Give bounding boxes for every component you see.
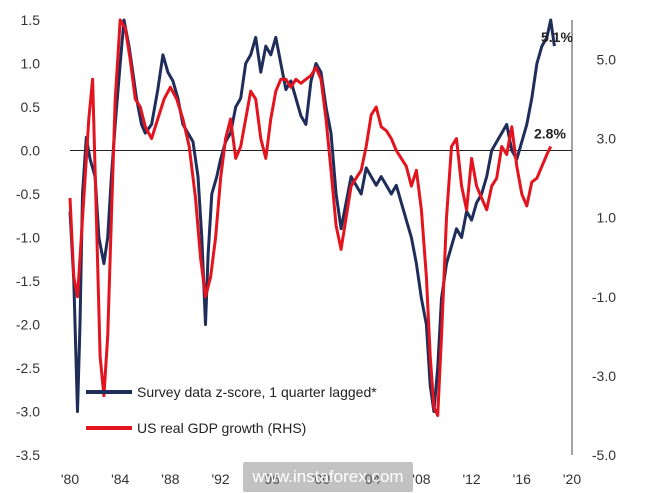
series-line-gdp bbox=[68, 18, 553, 417]
right-tick-label: 3.0 bbox=[597, 131, 617, 147]
watermark: www.instaforex.com bbox=[252, 467, 404, 486]
left-tick-label: -1.5 bbox=[16, 273, 40, 289]
x-axis: '80 '84 '88 '92 '96 '00 '04 '08 '12 '16 '20 bbox=[61, 471, 581, 487]
x-tick-label: '08 bbox=[412, 471, 430, 487]
right-tick-label: -1.0 bbox=[592, 289, 616, 305]
right-tick-label: 5.0 bbox=[597, 52, 617, 68]
x-tick-label: '96 bbox=[262, 471, 280, 487]
left-tick-label: 0.5 bbox=[21, 99, 41, 115]
x-tick-label: '16 bbox=[513, 471, 531, 487]
left-tick-label: -0.5 bbox=[16, 186, 40, 202]
legend-label-gdp: US real GDP growth (RHS) bbox=[137, 420, 306, 436]
left-tick-label: -3.5 bbox=[16, 447, 40, 463]
legend: Survey data z-score, 1 quarter lagged* U… bbox=[86, 384, 377, 436]
end-label-survey: 5.1% bbox=[541, 29, 573, 45]
x-tick-label: '00 bbox=[312, 471, 330, 487]
x-tick-label: '04 bbox=[362, 471, 380, 487]
legend-label-survey: Survey data z-score, 1 quarter lagged* bbox=[137, 384, 377, 400]
right-tick-label: -3.0 bbox=[592, 368, 616, 384]
series-layer bbox=[68, 18, 556, 417]
watermark-background bbox=[243, 462, 413, 492]
left-tick-label: -2.5 bbox=[16, 360, 40, 376]
x-tick-label: '12 bbox=[462, 471, 480, 487]
x-tick-label: '88 bbox=[161, 471, 179, 487]
x-tick-label: '84 bbox=[111, 471, 129, 487]
x-tick-label: '80 bbox=[61, 471, 79, 487]
x-tick-label: '20 bbox=[563, 471, 581, 487]
left-tick-label: 1.5 bbox=[21, 12, 41, 28]
left-tick-label: -3.0 bbox=[16, 404, 40, 420]
right-tick-label: 1.0 bbox=[597, 210, 617, 226]
x-tick-label: '92 bbox=[211, 471, 229, 487]
left-tick-label: -1.0 bbox=[16, 230, 40, 246]
left-tick-label: -2.0 bbox=[16, 317, 40, 333]
series-line-survey bbox=[68, 18, 556, 413]
right-tick-label: -5.0 bbox=[592, 447, 616, 463]
left-tick-label: 0.0 bbox=[21, 143, 41, 159]
left-tick-label: 1.0 bbox=[21, 56, 41, 72]
left-axis: 1.5 1.0 0.5 0.0 -0.5 -1.0 -1.5 -2.0 -2.5 -3.0 -3.5 bbox=[16, 12, 40, 463]
end-label-gdp: 2.8% bbox=[534, 126, 566, 142]
right-axis: 5.0 3.0 1.0 -1.0 -3.0 -5.0 bbox=[592, 52, 616, 463]
